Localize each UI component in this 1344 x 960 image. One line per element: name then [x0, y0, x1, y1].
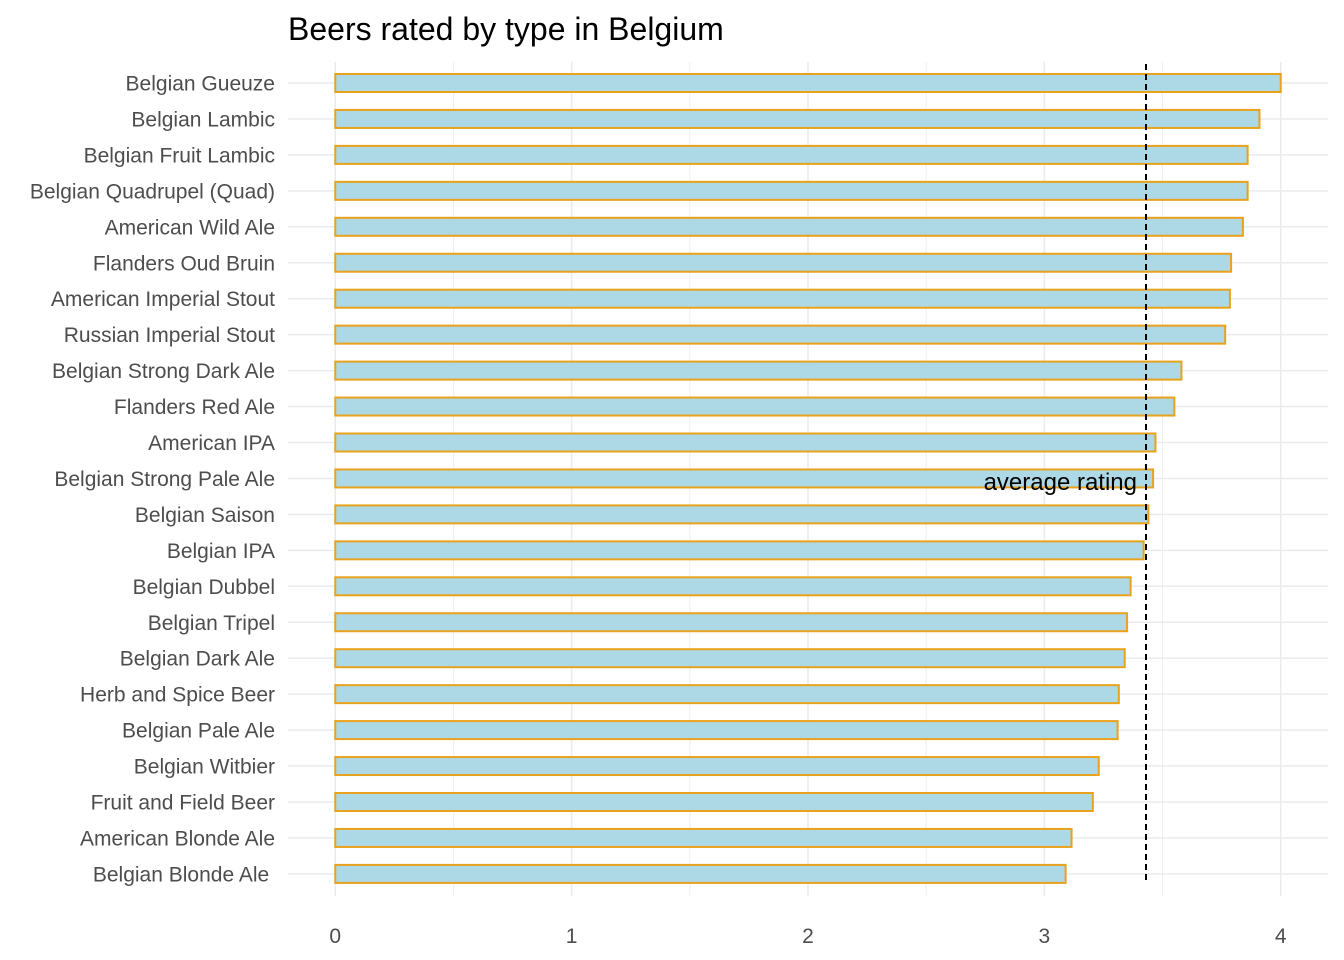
category-label: Belgian Gueuze — [126, 73, 275, 96]
bar — [334, 720, 1119, 741]
x-tick-label: 2 — [802, 925, 814, 948]
reference-layer: average rating — [984, 64, 1147, 884]
category-label: Flanders Oud Bruin — [93, 252, 275, 275]
category-label: Belgian Lambic — [131, 108, 275, 131]
axis-layer: Belgian Gueuze Belgian Lambic Belgian Frui… — [30, 73, 1287, 949]
category-label: Herb and Spice Beer — [80, 684, 275, 707]
category-label: Belgian Strong Dark Ale — [52, 360, 275, 383]
category-label: Russian Imperial Stout — [64, 324, 275, 347]
category-label: Belgian Blonde Ale — [93, 863, 275, 886]
bar — [334, 684, 1120, 705]
bar — [334, 504, 1150, 525]
bar — [334, 108, 1261, 129]
bar — [334, 324, 1227, 345]
bar — [334, 360, 1183, 381]
average-rating-label: average rating — [984, 469, 1137, 496]
bar — [334, 540, 1145, 561]
category-label: Belgian IPA — [167, 540, 275, 563]
category-label: Flanders Red Ale — [114, 396, 275, 419]
category-label: Belgian Dark Ale — [120, 648, 275, 671]
category-label: Belgian Witbier — [134, 756, 275, 779]
category-label: American Wild Ale — [105, 216, 275, 239]
category-label: Belgian Strong Pale Ale — [54, 468, 275, 491]
bar — [334, 612, 1129, 633]
bar — [334, 288, 1231, 309]
bar — [334, 73, 1282, 93]
category-label: Fruit and Field Beer — [91, 792, 275, 815]
chart-title: Beers rated by type in Belgium — [288, 11, 724, 47]
bar — [334, 144, 1249, 165]
category-label: Belgian Tripel — [148, 612, 275, 635]
bar — [334, 827, 1073, 848]
category-label: American Imperial Stout — [51, 288, 275, 311]
category-label: Belgian Fruit Lambic — [84, 144, 275, 167]
bar — [334, 792, 1094, 812]
bar — [334, 863, 1067, 884]
category-label: Belgian Quadrupel (Quad) — [30, 180, 275, 203]
bar — [334, 396, 1176, 417]
bar — [334, 252, 1233, 273]
bar — [334, 216, 1244, 237]
x-tick-label: 0 — [329, 925, 341, 948]
x-tick-label: 3 — [1039, 925, 1051, 948]
category-label: American Blonde Ale — [80, 827, 275, 850]
bar — [334, 756, 1100, 777]
category-label: American IPA — [148, 432, 275, 455]
bar — [334, 576, 1132, 597]
x-tick-label: 4 — [1275, 925, 1287, 948]
bars-layer — [334, 73, 1282, 884]
category-label: Belgian Dubbel — [133, 576, 275, 599]
bar — [334, 432, 1157, 453]
bar — [334, 180, 1249, 201]
category-label: Belgian Saison — [135, 504, 275, 527]
bar — [334, 468, 1155, 489]
category-label: Belgian Pale Ale — [122, 720, 275, 743]
bar — [334, 648, 1126, 669]
x-tick-label: 1 — [566, 925, 578, 948]
